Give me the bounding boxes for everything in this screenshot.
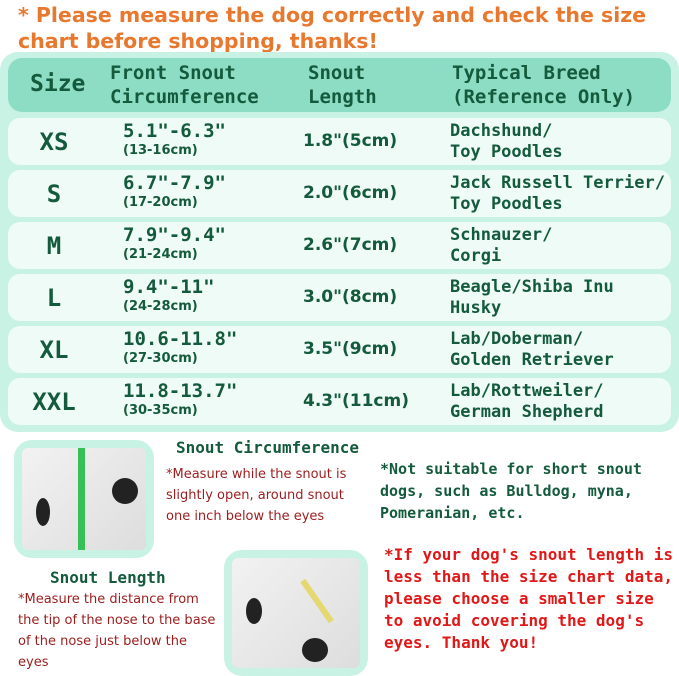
header-breed-1: Typical Breed [452, 62, 601, 84]
breed-line-1: Lab/Doberman/ [450, 329, 584, 349]
header-len-1: Snout [308, 62, 366, 84]
circumference-title: Snout Circumference [176, 438, 360, 457]
measure-notice: * Please measure the dog correctly and c… [18, 3, 647, 53]
snout-length: 3.0"(8cm) [303, 287, 398, 307]
snout-length: 2.6"(7cm) [303, 235, 398, 255]
table-row: XXL 11.8-13.7" (30-35cm) 4.3"(11cm) Lab/… [8, 378, 671, 425]
table-row: XS 5.1"-6.3" (13-16cm) 1.8"(5cm) Dachshu… [8, 118, 671, 165]
size-chart-table: Size Front Snout Circumference Snout Len… [0, 52, 679, 432]
length-title: Snout Length [50, 568, 166, 587]
not-suitable-note: *Not suitable for short snout dogs, such… [380, 460, 642, 522]
breed-cell: Schnauzer/Corgi [450, 225, 552, 267]
circumference-inches: 11.8-13.7" [123, 380, 238, 402]
table-row: XL 10.6-11.8" (27-30cm) 3.5"(9cm) Lab/Do… [8, 326, 671, 373]
snout-length: 3.5"(9cm) [303, 339, 398, 359]
header-circ-2: Circumference [110, 86, 259, 108]
breed-line-2: Corgi [450, 246, 502, 266]
snout-length: 2.0"(6cm) [303, 183, 398, 203]
circumference-cm: (17-20cm) [123, 195, 198, 210]
header-breed-2: (Reference Only) [452, 86, 636, 108]
header-circ-1: Front Snout [110, 62, 236, 84]
breed-cell: Dachshund/Toy Poodles [450, 121, 563, 163]
circumference-cm: (24-28cm) [123, 299, 198, 314]
table-row: S 6.7"-7.9" (17-20cm) 2.0"(6cm) Jack Rus… [8, 170, 671, 217]
breed-line-2: German Shepherd [450, 402, 604, 422]
breed-line-1: Jack Russell Terrier/ [450, 173, 665, 193]
breed-cell: Beagle/Shiba Inu Husky [450, 277, 614, 319]
breed-line-1: Beagle/Shiba Inu [450, 277, 614, 297]
size-cell: M [46, 232, 62, 260]
circumference-inches: 10.6-11.8" [123, 328, 238, 350]
table-header: Size Front Snout Circumference Snout Len… [8, 58, 671, 112]
breed-cell: Lab/Doberman/Golden Retriever [450, 329, 614, 371]
breed-line-1: Lab/Rottweiler/ [450, 381, 604, 401]
header-len-2: Length [308, 86, 377, 108]
breed-cell: Lab/Rottweiler/German Shepherd [450, 381, 604, 423]
breed-cell: Jack Russell Terrier/Toy Poodles [450, 173, 665, 215]
circumference-cm: (30-35cm) [123, 403, 198, 418]
warning-note: *If your dog's snout length is less than… [384, 545, 673, 652]
circumference-inches: 5.1"-6.3" [123, 120, 226, 142]
size-cell: XL [39, 336, 69, 364]
breed-line-1: Dachshund/ [450, 121, 553, 141]
circumference-cm: (21-24cm) [123, 247, 198, 262]
length-text: *Measure the distance from the tip of th… [18, 592, 216, 670]
circumference-inches: 7.9"-9.4" [123, 224, 226, 246]
breed-line-2: Golden Retriever [450, 350, 614, 370]
size-cell: XS [39, 128, 69, 156]
header-size: Size [30, 71, 86, 97]
breed-line-2: Toy Poodles [450, 142, 563, 162]
circumference-inches: 6.7"-7.9" [123, 172, 226, 194]
breed-line-2: Husky [450, 298, 502, 318]
size-cell: L [46, 284, 62, 312]
snout-length: 4.3"(11cm) [303, 391, 409, 411]
circumference-cm: (13-16cm) [123, 143, 198, 158]
circumference-photo [14, 440, 154, 558]
size-cell: XXL [32, 388, 76, 416]
circumference-text: *Measure while the snout is slightly ope… [166, 467, 347, 524]
circumference-cm: (27-30cm) [123, 351, 198, 366]
table-row: M 7.9"-9.4" (21-24cm) 2.6"(7cm) Schnauze… [8, 222, 671, 269]
size-cell: S [46, 180, 62, 208]
circumference-inches: 9.4"-11" [123, 276, 215, 298]
breed-line-2: Toy Poodles [450, 194, 563, 214]
breed-line-1: Schnauzer/ [450, 225, 553, 245]
table-row: L 9.4"-11" (24-28cm) 3.0"(8cm) Beagle/Sh… [8, 274, 671, 321]
length-photo [224, 550, 368, 676]
snout-length: 1.8"(5cm) [303, 131, 398, 151]
